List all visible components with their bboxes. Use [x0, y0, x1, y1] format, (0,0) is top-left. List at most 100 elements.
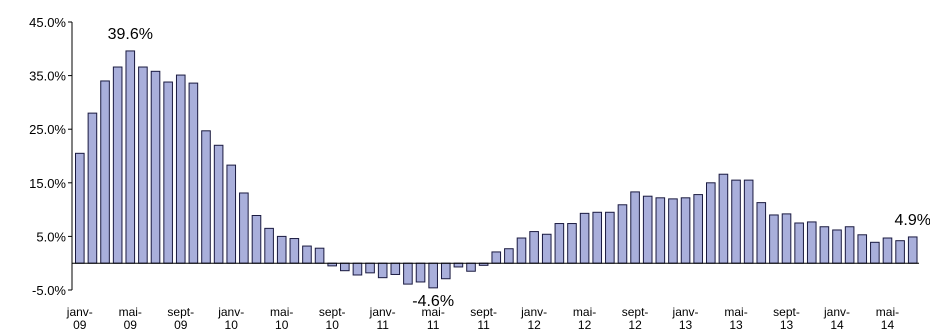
bar: [630, 191, 640, 264]
bar: [403, 262, 413, 285]
x-tick-label-year: 12: [628, 318, 642, 332]
bar: [668, 198, 678, 264]
y-tick-label: 35.0%: [29, 69, 66, 84]
x-tick-label: mai-12: [573, 305, 596, 332]
bars-layer: [75, 50, 918, 289]
x-tick-label-month: janv-: [520, 305, 547, 319]
bar: [718, 173, 729, 264]
bar: [617, 204, 628, 264]
bar: [743, 179, 754, 264]
x-tick-label-year: 14: [830, 318, 844, 332]
bar: [756, 202, 767, 264]
x-tick-label-month: janv-: [672, 305, 699, 319]
bar: [226, 164, 237, 264]
x-tick-label-year: 13: [679, 318, 693, 332]
bar: [138, 66, 148, 264]
x-tick-label-month: mai-: [876, 305, 899, 319]
x-tick-label-month: mai-: [724, 305, 747, 319]
bar: [453, 262, 464, 268]
y-tick-label: 5.0%: [36, 229, 66, 244]
x-tick-label-year: 10: [225, 318, 239, 332]
bar: [516, 237, 527, 264]
bar: [579, 212, 590, 264]
bar: [314, 247, 325, 264]
x-tick-label-month: mai-: [421, 305, 444, 319]
bar: [251, 215, 262, 264]
bar: [365, 262, 375, 274]
bar: [693, 194, 703, 264]
x-tick-label-year: 09: [124, 318, 138, 332]
x-tick-label: sept-13: [773, 305, 800, 332]
bar: [428, 262, 438, 289]
x-tick-label: mai-14: [876, 305, 899, 332]
bar: [731, 179, 741, 264]
x-tick-label-month: janv-: [66, 305, 93, 319]
x-tick-label: janv-11: [369, 305, 396, 332]
bar: [895, 240, 905, 264]
x-tick-label-year: 09: [174, 318, 188, 332]
x-tick-label: janv-13: [672, 305, 699, 332]
x-tick-label-year: 11: [477, 318, 490, 332]
bar: [75, 152, 85, 264]
x-tick-label-year: 12: [578, 318, 592, 332]
bar: [466, 262, 476, 272]
bar: [769, 214, 779, 264]
bar: [390, 262, 401, 275]
bar: [175, 74, 186, 264]
bar: [819, 226, 830, 264]
bar: [857, 234, 868, 264]
bar: [781, 213, 792, 264]
bar: [125, 50, 136, 264]
x-tick-label-year: 09: [73, 318, 87, 332]
x-tick-label: janv-14: [823, 305, 850, 332]
bar: [844, 226, 855, 264]
bar: [352, 262, 363, 276]
bar: [554, 223, 565, 264]
bar: [706, 182, 716, 264]
x-tick-label-year: 11: [376, 318, 389, 332]
bar: [440, 262, 451, 280]
bar: [112, 66, 123, 264]
bar: [163, 81, 173, 264]
x-tick-label-month: mai-: [270, 305, 293, 319]
x-tick-label-month: sept-: [319, 305, 346, 319]
bar: [188, 82, 199, 264]
y-tick-label: -5.0%: [32, 283, 66, 298]
x-tick-label-year: 13: [780, 318, 794, 332]
bar: [213, 144, 224, 264]
bar: [882, 237, 893, 264]
x-tick-label-month: janv-: [217, 305, 244, 319]
x-tick-label-year: 10: [326, 318, 340, 332]
x-tick-label: mai-09: [119, 305, 142, 332]
axes-layer: [68, 21, 920, 291]
x-tick-label-month: sept-: [167, 305, 194, 319]
bar: [289, 238, 300, 264]
bar: [201, 130, 211, 264]
bar: [100, 80, 110, 264]
x-tick-label: mai-13: [724, 305, 747, 332]
labels-layer: 45.0%35.0%25.0%15.0%5.0%-5.0%janv-09mai-…: [29, 15, 930, 332]
x-tick-label-month: janv-: [369, 305, 396, 319]
bar: [415, 262, 426, 283]
x-tick-label-year: 12: [527, 318, 541, 332]
x-tick-label-month: sept-: [773, 305, 800, 319]
bar: [302, 245, 312, 264]
bar: [377, 262, 388, 279]
data-label: 39.6%: [108, 26, 153, 43]
bar: [832, 229, 842, 264]
x-tick-label: janv-12: [520, 305, 547, 332]
bar: [806, 221, 817, 264]
x-tick-label-year: 10: [275, 318, 289, 332]
bar: [794, 222, 804, 264]
bar: [592, 211, 603, 264]
bar: [491, 251, 502, 264]
data-label: 4.9%: [894, 212, 930, 229]
x-tick-label-month: mai-: [119, 305, 142, 319]
x-tick-label: mai-11: [421, 305, 444, 332]
x-tick-label-year: 14: [881, 318, 895, 332]
bar: [642, 195, 653, 264]
bar: [529, 231, 539, 264]
bar: [239, 192, 249, 264]
x-tick-label-month: janv-: [823, 305, 850, 319]
